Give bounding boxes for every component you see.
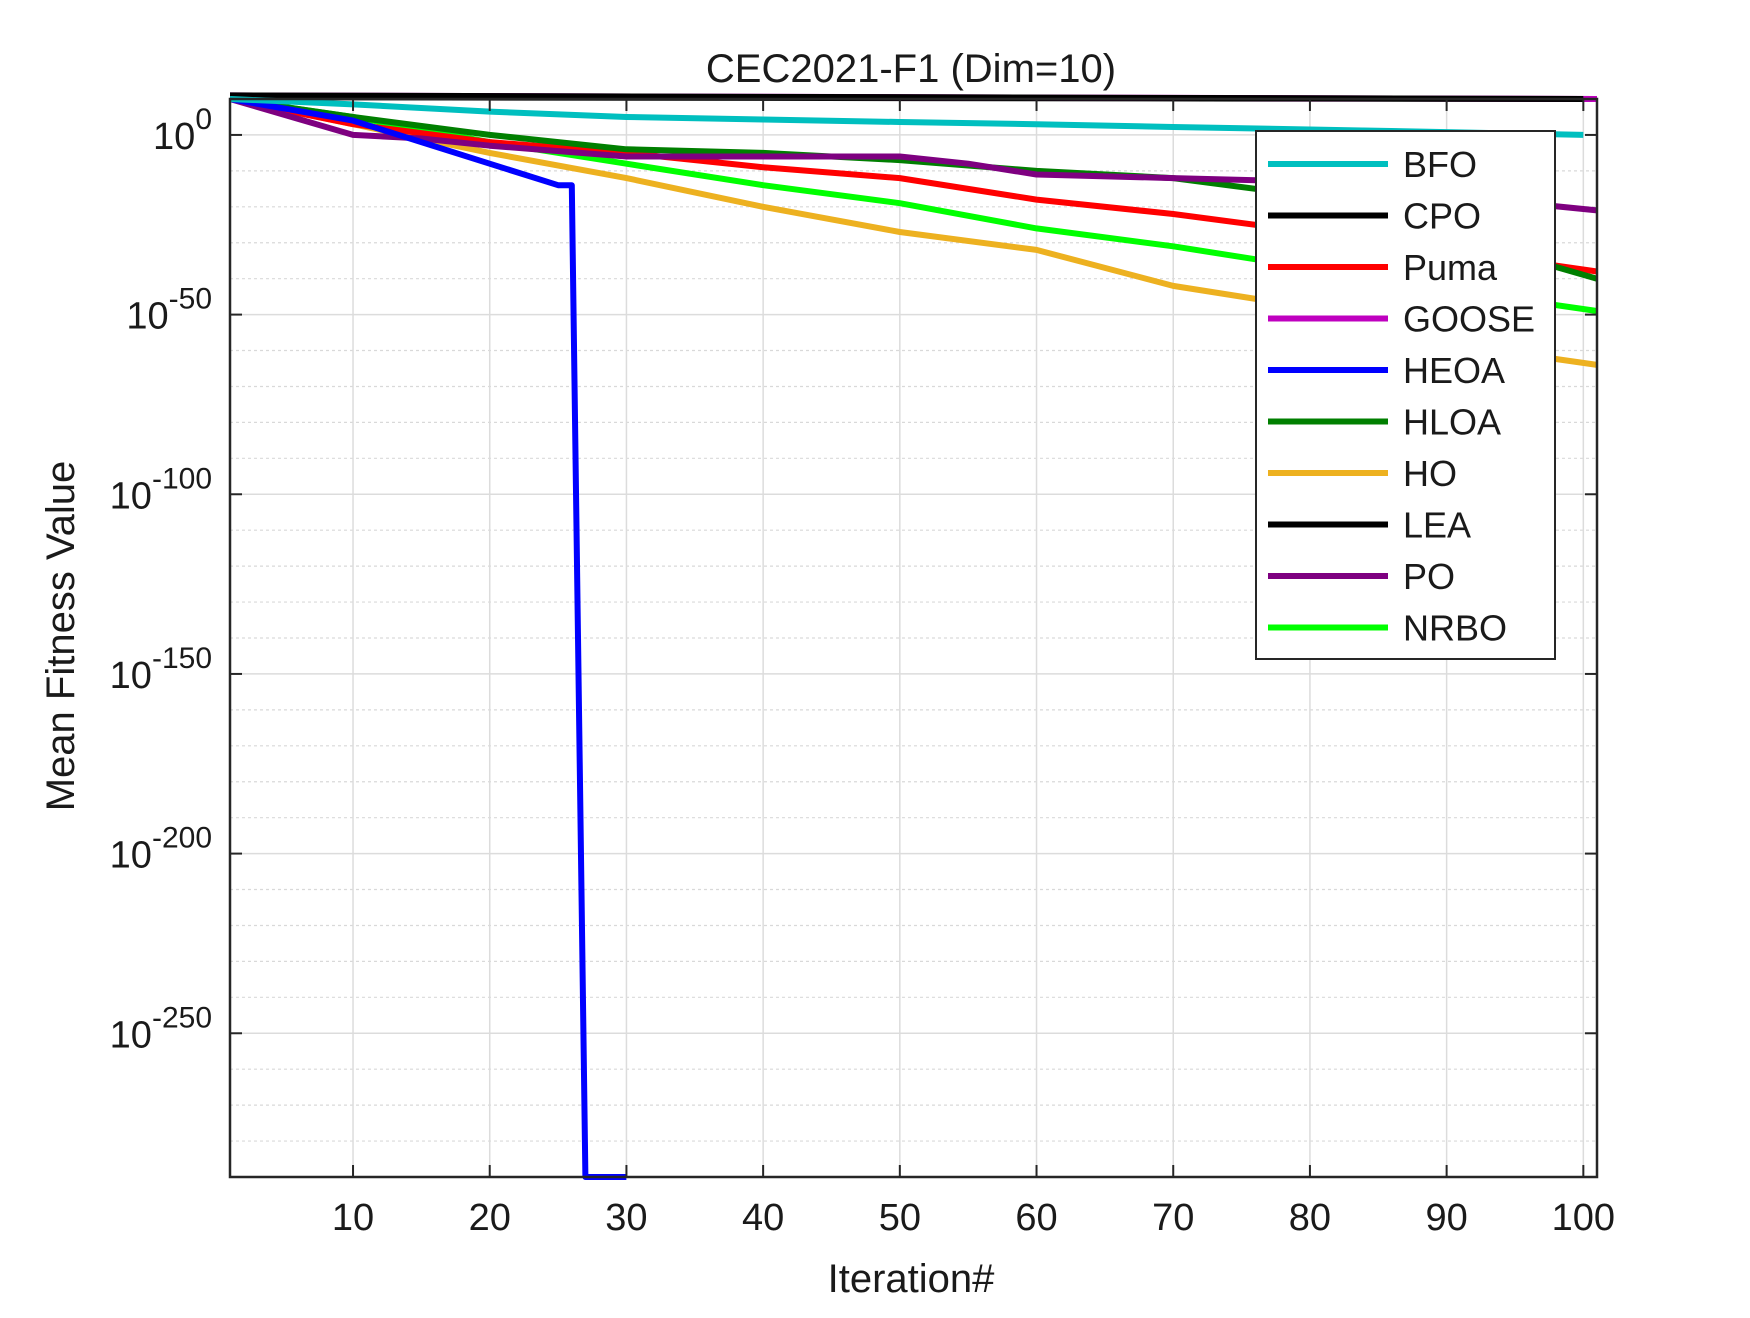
y-tick-label: 10-100 (110, 462, 212, 517)
x-tick-label: 80 (1289, 1197, 1331, 1239)
legend-label: BFO (1403, 144, 1477, 185)
legend-label: HLOA (1403, 402, 1501, 443)
x-tick-label: 50 (879, 1197, 921, 1239)
chart-title: CEC2021-F1 (Dim=10) (706, 47, 1116, 91)
y-tick-exponent: -100 (152, 462, 212, 495)
legend-label: HO (1403, 453, 1457, 494)
y-tick-label: 10-250 (110, 1001, 212, 1056)
y-tick-label: 10-50 (126, 283, 212, 338)
y-tick-label: 10-200 (110, 822, 212, 877)
y-tick-label: 100 (153, 103, 212, 158)
y-tick-base: 10 (110, 1014, 152, 1056)
y-tick-exponent: -150 (152, 642, 212, 675)
x-tick-label: 20 (469, 1197, 511, 1239)
legend-label: LEA (1403, 505, 1471, 546)
y-tick-base: 10 (153, 116, 195, 158)
y-tick-base: 10 (110, 655, 152, 697)
x-tick-label: 90 (1425, 1197, 1467, 1239)
legend-label: PO (1403, 556, 1455, 597)
y-tick-label: 10-150 (110, 642, 212, 697)
y-tick-exponent: -250 (152, 1001, 212, 1034)
x-tick-label: 60 (1015, 1197, 1057, 1239)
legend-box (1255, 130, 1556, 660)
legend: BFO CPO Puma GOOSE HEOA HLOA HO LEA PO NRBO (1255, 130, 1556, 660)
legend-label: NRBO (1403, 608, 1507, 649)
y-axis-label: Mean Fitness Value (39, 461, 83, 812)
x-tick-label: 10 (332, 1197, 374, 1239)
x-tick-label: 40 (742, 1197, 784, 1239)
x-tick-label: 30 (605, 1197, 647, 1239)
y-tick-base: 10 (110, 835, 152, 877)
legend-label: HEOA (1403, 350, 1505, 391)
y-tick-base: 10 (126, 296, 168, 338)
axes-frame (228, 97, 1599, 1179)
x-axis-label: Iteration# (828, 1257, 996, 1301)
y-tick-exponent: -200 (152, 822, 212, 855)
x-tick-label: 100 (1552, 1197, 1615, 1239)
y-tick-exponent: 0 (195, 103, 212, 136)
y-tick-exponent: -50 (169, 283, 212, 316)
x-tick-label: 70 (1152, 1197, 1194, 1239)
legend-label: CPO (1403, 196, 1481, 237)
legend-label: GOOSE (1403, 299, 1535, 340)
y-tick-base: 10 (110, 475, 152, 517)
legend-label: Puma (1403, 247, 1498, 288)
